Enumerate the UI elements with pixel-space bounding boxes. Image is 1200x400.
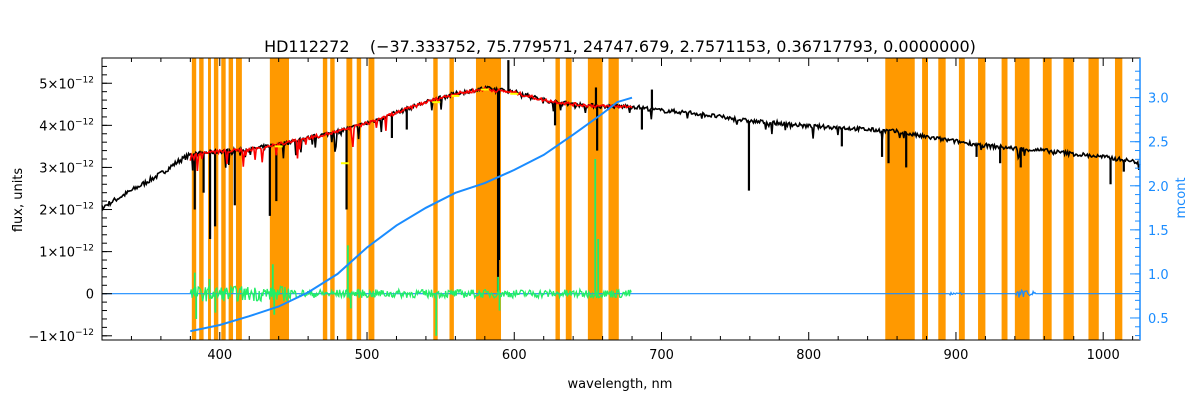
masked-band <box>608 58 619 340</box>
y-axis-left: −1×10−1201×10−122×10−123×10−124×10−125×1… <box>28 65 112 345</box>
y-tick-mantissa: 1×10 <box>39 246 75 261</box>
masked-band <box>228 58 234 340</box>
y-right-tick-label: 2.5 <box>1148 136 1169 151</box>
masked-band <box>368 58 375 340</box>
x-tick-label: 600 <box>502 348 527 363</box>
masked-band <box>356 58 362 340</box>
y-axis-label: flux, units <box>11 168 26 233</box>
y-axis-right: 0.5 1.0 1.5 2.0 2.5 3.0 <box>1130 70 1169 337</box>
x-tick-label: 500 <box>355 348 380 363</box>
x-tick-label: 400 <box>207 348 232 363</box>
masked-band <box>221 58 226 340</box>
y-tick-exponent: −12 <box>75 117 94 127</box>
y-tick-label: 0 <box>86 288 94 303</box>
masked-band <box>269 58 289 340</box>
masked-band <box>235 58 242 340</box>
y-tick-mantissa: −1×10 <box>28 330 75 345</box>
y-right-tick-label: 3.0 <box>1148 92 1169 107</box>
y-tick-mantissa: 5×10 <box>39 77 75 92</box>
y-tick-label: 2×10−12 <box>39 202 94 219</box>
masked-band <box>433 58 438 340</box>
masked-band <box>449 58 454 340</box>
masked-band <box>330 58 335 340</box>
y-tick-label: −1×10−12 <box>28 328 94 345</box>
masked-band <box>885 58 915 340</box>
masked-band <box>199 58 204 340</box>
y-tick-exponent: −12 <box>75 244 94 254</box>
masked-band <box>322 58 328 340</box>
masked-band <box>1063 58 1074 340</box>
masked-band <box>1088 58 1099 340</box>
y-right-tick-label: 1.5 <box>1148 224 1169 239</box>
masked-band <box>346 58 353 340</box>
y-right-tick-label: 1.0 <box>1148 268 1169 283</box>
y-tick-label: 5×10−12 <box>39 75 94 92</box>
y-tick-mantissa: 0 <box>86 288 94 303</box>
y-tick-exponent: −12 <box>75 202 94 212</box>
y-tick-mantissa: 2×10 <box>39 204 75 219</box>
masked-band <box>978 58 986 340</box>
y-axis-right-label: mcont <box>1174 177 1189 218</box>
x-tick-label: 1000 <box>1087 348 1120 363</box>
y-tick-exponent: −12 <box>75 75 94 85</box>
masked-band <box>1014 58 1030 340</box>
x-axis-label: wavelength, nm <box>568 377 673 392</box>
mcont-curve <box>190 96 633 333</box>
model-spectrum <box>189 86 633 172</box>
masked-band <box>565 58 572 340</box>
masked-band <box>958 58 965 340</box>
y-tick-mantissa: 4×10 <box>39 119 75 134</box>
y-right-tick-label: 0.5 <box>1148 312 1169 327</box>
masked-band <box>1001 58 1008 340</box>
masked-bands <box>191 58 1123 340</box>
masked-band <box>555 58 560 340</box>
y-tick-exponent: −12 <box>75 328 94 338</box>
masked-band <box>1114 58 1123 340</box>
y-tick-mantissa: 3×10 <box>39 161 75 176</box>
masked-band <box>922 58 928 340</box>
x-tick-label: 900 <box>944 348 969 363</box>
masked-band <box>938 58 946 340</box>
y-tick-label: 3×10−12 <box>39 159 94 176</box>
x-axis: 400 500 600 700 800 900 1000 <box>130 58 1134 363</box>
x-tick-label: 800 <box>796 348 821 363</box>
y-tick-label: 4×10−12 <box>39 117 94 134</box>
y-tick-exponent: −12 <box>75 159 94 169</box>
residual-series <box>189 284 632 303</box>
chart-title: HD112272 (−37.333752, 75.779571, 24747.6… <box>264 37 976 56</box>
y-right-tick-label: 2.0 <box>1148 180 1169 195</box>
masked-band <box>1042 58 1052 340</box>
y-tick-label: 1×10−12 <box>39 244 94 261</box>
series-layer <box>101 60 1141 336</box>
x-tick-label: 700 <box>649 348 674 363</box>
